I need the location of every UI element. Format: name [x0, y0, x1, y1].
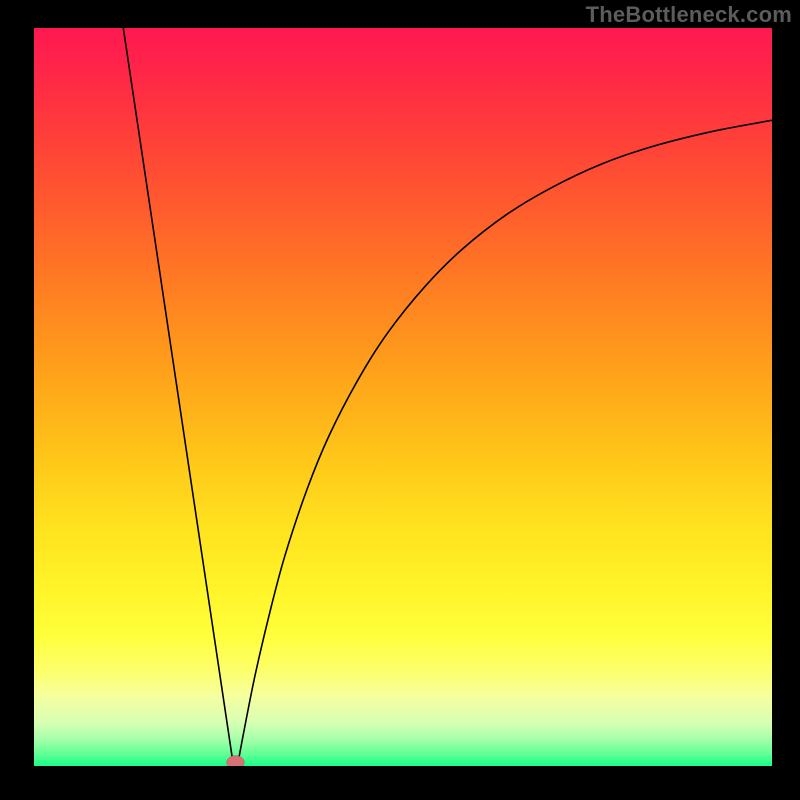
chart-stage: TheBottleneck.com: [0, 0, 800, 800]
bottleneck-chart: [0, 0, 800, 800]
plot-area: [34, 28, 772, 769]
gradient-background: [34, 28, 772, 766]
